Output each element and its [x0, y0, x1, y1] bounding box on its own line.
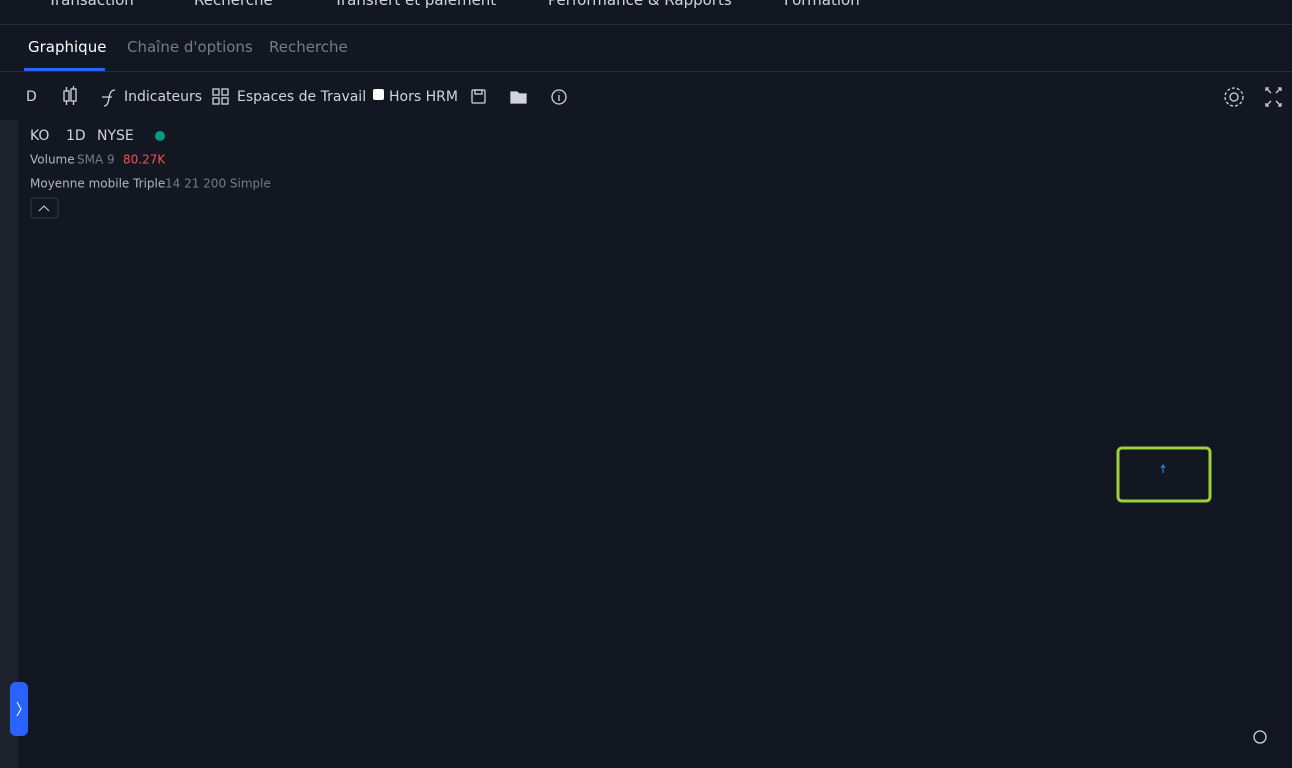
volume-value: 80.27K — [123, 153, 166, 167]
ma-title: Moyenne mobile Triple — [30, 177, 165, 191]
tab-underline — [24, 68, 105, 71]
volume-ma: SMA 9 — [77, 153, 115, 167]
toolbar-icons — [63, 86, 1282, 744]
arrow — [1160, 464, 1166, 473]
legend-interval: 1D — [66, 128, 86, 144]
tab[interactable]: Graphique — [28, 38, 107, 56]
tab[interactable]: Chaîne d'options — [127, 38, 253, 56]
nav-item[interactable]: Performance & Rapports — [548, 0, 732, 9]
workspaces-button[interactable]: Espaces de Travail — [237, 89, 367, 105]
extended-hours[interactable]: Hors HRM — [389, 89, 458, 105]
interval[interactable]: D — [26, 89, 37, 105]
sidebar-toggle[interactable] — [10, 682, 28, 736]
indicators-button[interactable]: Indicateurs — [124, 89, 203, 105]
nav-item[interactable]: Transaction — [48, 0, 134, 9]
ma-params: 14 21 200 Simple — [165, 177, 271, 191]
checkbox[interactable] — [373, 89, 384, 100]
sidebar — [0, 120, 18, 768]
nav-item[interactable]: Transfert et paiement — [334, 0, 497, 9]
symbol: KO — [30, 128, 49, 144]
toolbar: D Indicateurs Espaces de Travail Hors HR… — [0, 72, 1292, 120]
tabs: Graphique Chaîne d'options Recherche — [0, 25, 1292, 72]
nav-item[interactable]: Recherche — [194, 0, 273, 9]
nav-item[interactable]: Formation — [784, 0, 860, 9]
top-nav: Transaction Recherche Transfert et paiem… — [0, 0, 1292, 25]
status-dot — [155, 131, 165, 141]
legend: KO 1D NYSE Volume SMA 9 80.27K Moyenne m… — [30, 128, 271, 219]
collapse-button[interactable] — [30, 197, 59, 219]
tab[interactable]: Recherche — [269, 38, 348, 56]
chart-bg — [0, 120, 1292, 768]
exchange: NYSE — [97, 128, 134, 144]
highlight-box — [1116, 446, 1212, 503]
chevron — [16, 701, 22, 717]
collapse-icon — [38, 205, 50, 212]
volume-title: Volume — [30, 153, 75, 167]
